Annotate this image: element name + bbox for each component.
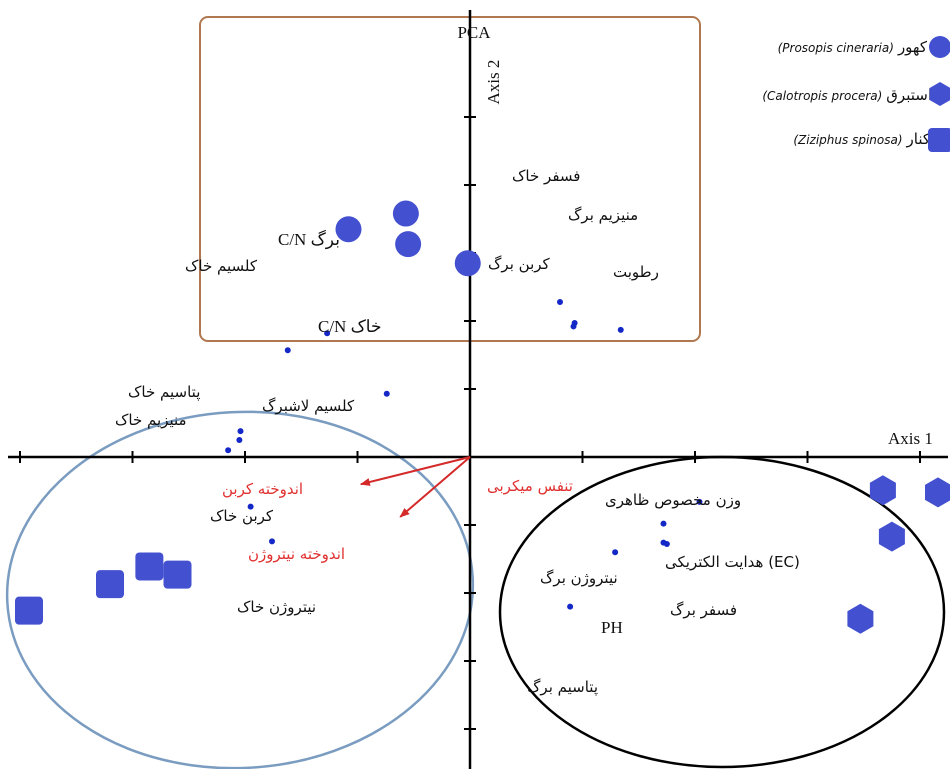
variable-label: نیتروژن برگ [540,569,618,587]
sample-square [15,596,43,625]
y-axis-label: Axis 2 [484,60,503,105]
variable-point [284,347,291,354]
variable-point [236,437,243,443]
variable-label: نیتروژن خاک [237,598,316,616]
variable-point [567,603,574,610]
vector-label: تنفس میکربی [487,477,573,495]
legend-marker-square [928,128,950,152]
sample-hexagon [925,477,950,508]
variable-label: کلسیم لاشبرگ [262,397,355,415]
variable-point [663,541,670,548]
group-box [199,16,701,342]
legend-marker-circle [929,36,950,58]
variable-point [696,498,703,505]
legend-label: (Prosopis cineraria) کهور [778,38,928,56]
variable-label: رطوبت [613,263,659,281]
group-ellipse-left [5,410,475,769]
sample-circle [454,250,481,277]
variable-label: هدایت الکتریکی (EC) [665,553,800,571]
sample-circle [395,231,422,258]
variable-label: منیزیم خاک [115,411,187,429]
variable-point [660,520,667,527]
x-axis-label: Axis 1 [888,429,933,448]
variable-point [237,428,244,435]
variable-label: منیزیم برگ [568,206,638,224]
legend-label: (Ziziphus spinosa) کنار [793,130,931,148]
variable-point [570,323,577,330]
sample-circle [392,200,419,227]
variable-label: وزن مخصوص ظاهری [605,491,741,509]
legend-label: (Calotropis procera) استبرق [762,86,932,104]
vector-label: اندوخته نیتروژن [248,545,345,563]
variable-label: کلسیم خاک [185,257,258,275]
variable-point [612,549,619,556]
variable-point [617,326,624,333]
vector-arrow [359,456,471,486]
variable-label: پتاسیم برگ [527,678,598,697]
variable-label: کربن برگ [488,255,551,273]
sample-hexagon [878,521,905,552]
variable-point [557,298,563,305]
sample-square [163,560,192,589]
variable-label: فسفر خاک [512,167,580,185]
sample-circle [335,216,362,243]
variable-point [383,390,390,397]
variable-label: C/N برگ [278,229,340,250]
sample-hexagon [869,475,896,506]
variable-label: فسفر برگ [670,601,737,619]
variable-label: پتاسیم خاک [128,383,200,402]
variable-label: PH [601,618,623,637]
vector-label: اندوخته کربن [222,480,303,498]
sample-square [135,552,164,581]
sample-hexagon [847,603,874,634]
variable-label: کربن خاک [210,507,274,525]
vector-arrow [399,456,471,518]
sample-square [96,570,124,599]
chart-title: PCA [457,23,491,42]
legend-marker-hexagon [929,82,950,106]
variable-point [269,538,275,545]
variable-point [247,503,254,510]
variable-point [225,447,232,454]
variable-label: C/N خاک [318,317,382,336]
variable-point [324,330,331,337]
